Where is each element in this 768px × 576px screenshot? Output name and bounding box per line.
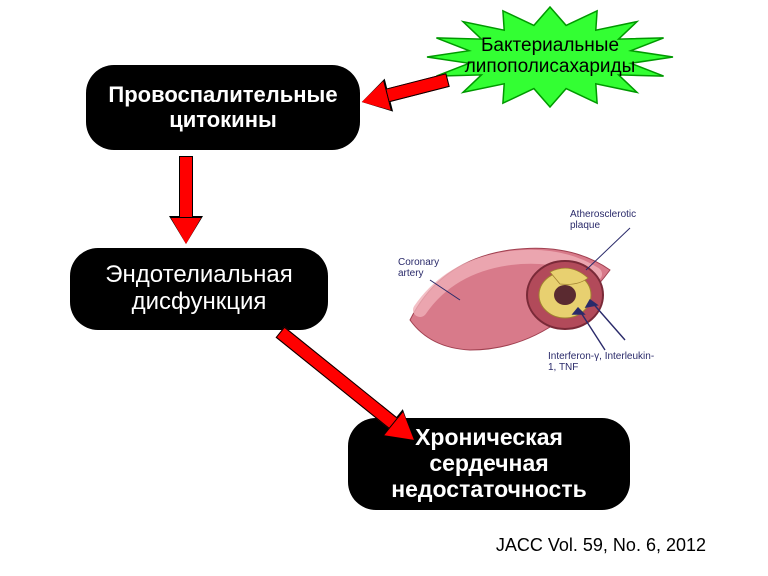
diagram-stage: Бактериальные липополисахариды Провоспал…	[0, 0, 768, 576]
starburst-label: Бактериальные липополисахариды	[425, 5, 675, 109]
box3-line2: сердечная	[429, 451, 548, 477]
box1-line1: Провоспалительные	[108, 83, 337, 108]
box3-line3: недостаточность	[391, 477, 587, 503]
box2-line1: Эндотелиальная	[105, 262, 292, 289]
starburst-lps: Бактериальные липополисахариды	[425, 5, 675, 109]
citation-text: JACC Vol. 59, No. 6, 2012	[496, 535, 706, 556]
artery-illustration: Atherosclerotic plaque Coronary artery I…	[400, 200, 650, 375]
box3-line1: Хроническая	[415, 425, 563, 451]
box2-line2: дисфункция	[132, 289, 267, 316]
label-plaque: Atherosclerotic plaque	[570, 210, 660, 231]
box1-line2: цитокины	[169, 108, 277, 133]
label-coronary: Coronary artery	[398, 258, 458, 279]
box-endothelial-dysfunction: Эндотелиальная дисфункция	[70, 248, 328, 330]
box-proinflammatory-cytokines: Провоспалительные цитокины	[86, 65, 360, 150]
label-cytokines: Interferon-γ, Interleukin-1, TNF	[548, 352, 658, 373]
